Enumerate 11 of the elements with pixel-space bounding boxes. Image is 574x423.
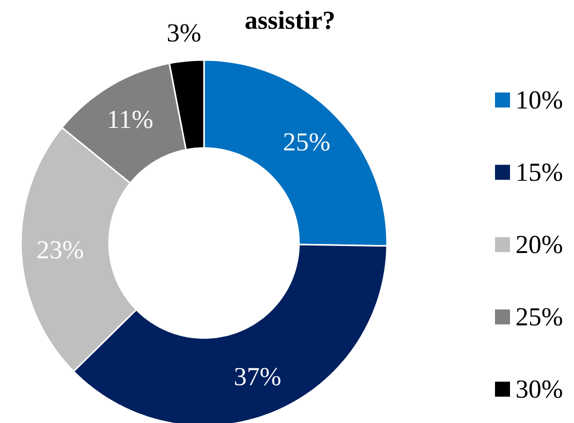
legend-label: 20% — [516, 236, 562, 254]
chart-title: assistir? — [246, 10, 334, 30]
data-label: 25% — [284, 133, 330, 151]
legend-label: 15% — [518, 164, 562, 182]
data-label: 23% — [38, 241, 84, 259]
data-label: 3% — [168, 24, 200, 42]
data-label: 11% — [109, 110, 152, 128]
data-label: 37% — [235, 368, 280, 386]
legend-label: 10% — [518, 91, 562, 109]
legend-label: 30% — [516, 380, 562, 398]
legend-label: 25% — [516, 308, 562, 326]
